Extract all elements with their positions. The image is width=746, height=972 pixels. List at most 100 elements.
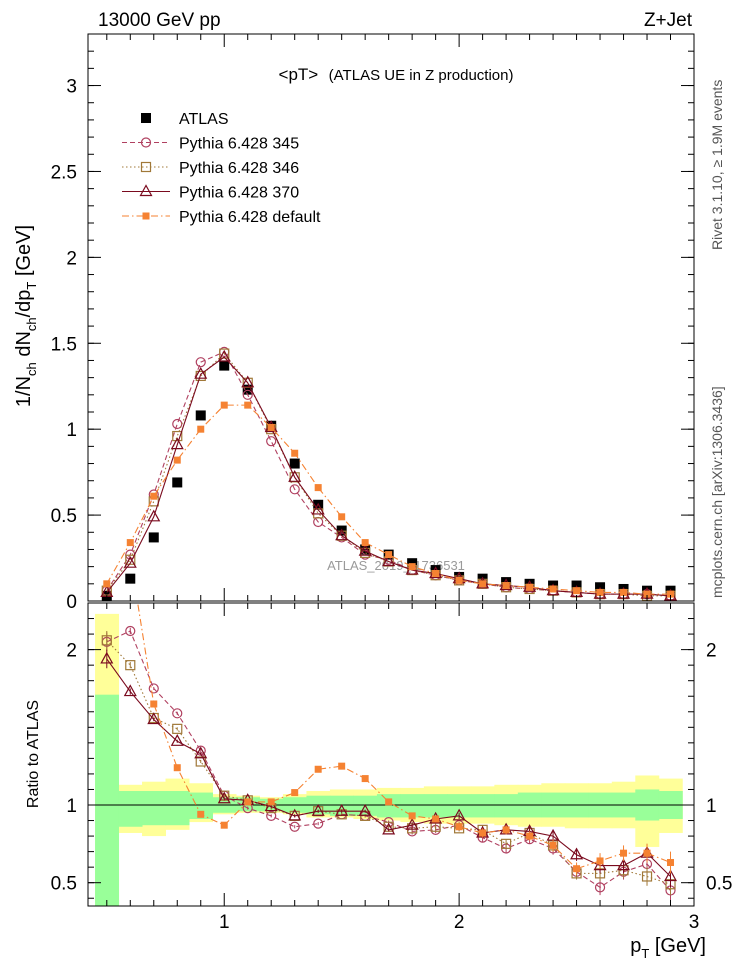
main-series-4-point xyxy=(432,570,440,578)
main-series-4-point xyxy=(361,539,369,547)
ratio-series-2-point xyxy=(382,822,396,835)
watermark: ATLAS_2019_I1736531 xyxy=(327,558,465,573)
main-ylabel-sub3: T xyxy=(24,282,39,290)
ratio-series-0-point xyxy=(289,821,300,832)
ratio-series-2-point xyxy=(617,858,631,871)
ratio-series-3-point xyxy=(267,798,275,806)
main-title: <pT> (ATLAS UE in Z production) xyxy=(279,65,514,84)
main-ylabel-sub1: ch xyxy=(24,362,39,376)
ratio-series-0-point xyxy=(266,810,277,821)
ratio-series-2-point xyxy=(452,808,466,821)
ratio-series-3-point xyxy=(455,823,463,831)
ratio-plot-area xyxy=(88,603,694,906)
main-series-0-point xyxy=(125,573,136,584)
main-series-4-point xyxy=(338,513,346,521)
ratio-band-stat xyxy=(118,791,143,827)
main-series-1-line xyxy=(106,351,671,597)
ratio-series-2-point xyxy=(170,734,184,746)
legend-item-0: ATLAS xyxy=(141,111,229,128)
ratio-band-stat xyxy=(423,794,448,818)
main-ylabel-unit: [GeV] xyxy=(13,225,35,282)
main-series-0-point xyxy=(242,384,253,395)
main-series-0-point xyxy=(148,532,159,543)
ratio-series-3-point xyxy=(620,849,628,857)
main-series-4-point xyxy=(455,576,463,584)
main-series-4-point xyxy=(549,585,557,593)
main-panel: ATLAS_2019_I1736531 0 0.5 1 1.5 2 2.5 3 <pT> (… xyxy=(13,33,695,613)
ratio-series-2-point xyxy=(147,712,161,725)
ratio-series-3-point xyxy=(667,858,675,866)
ratio-series-3-point xyxy=(220,821,228,829)
ratio-ytick-label: 0.5 xyxy=(51,874,77,895)
main-series-3-point xyxy=(241,375,255,388)
main-series-0-point xyxy=(172,477,183,488)
ratio-band-stat xyxy=(447,794,472,818)
ratio-series-0-point xyxy=(125,625,136,637)
main-series-3-point xyxy=(382,554,396,567)
header-right: Z+Jet xyxy=(644,10,693,31)
main-series-1-point xyxy=(195,357,206,368)
main-series-3-point xyxy=(358,543,372,556)
ratio-band-stat xyxy=(165,791,190,826)
ratio-series-1-line xyxy=(106,639,671,885)
ratio-series-2-point xyxy=(311,803,325,816)
main-series-0-point xyxy=(219,360,230,371)
main-series-4-point xyxy=(667,590,675,598)
ratio-series-3-point xyxy=(549,841,557,849)
ratio-ytick-label-right: 2 xyxy=(706,641,717,662)
main-ylabel: 1/Nch dNch/dpT [GeV] xyxy=(13,225,39,407)
legend-marker xyxy=(139,184,153,197)
ratio-ytick-label-right: 1 xyxy=(706,796,717,817)
main-series-4-point xyxy=(150,492,158,500)
ratio-xtick-label: 3 xyxy=(689,912,700,933)
ratio-frame xyxy=(87,602,695,907)
ratio-series-1-point xyxy=(172,723,183,734)
main-ytick-label: 1 xyxy=(66,420,77,441)
ratio-band-stat xyxy=(189,792,213,819)
main-series-4-point xyxy=(479,580,487,588)
mcplots-label: mcplots.cern.ch [arXiv:1306.3436] xyxy=(709,386,725,598)
ratio-xlabel-main: p xyxy=(630,935,641,957)
main-series-4-point xyxy=(643,590,651,598)
ratio-series-0-point xyxy=(313,818,324,829)
ratio-series-2-point xyxy=(663,869,678,882)
ratio-series-3-point xyxy=(643,849,651,857)
ratio-series-3-point xyxy=(502,826,510,834)
main-series-4-point xyxy=(197,425,205,433)
ratio-series-3-point xyxy=(338,762,346,770)
ratio-series-0-point xyxy=(594,882,606,893)
ratio-series-3 xyxy=(137,603,675,875)
legend-item-4: Pythia 6.428 default xyxy=(122,209,321,226)
ratio-series-3-point xyxy=(385,798,393,806)
legend-label: Pythia 6.428 370 xyxy=(179,185,299,202)
ratio-series-2-point xyxy=(335,803,349,816)
ratio-xtick-label: 1 xyxy=(219,912,230,933)
ratio-ytick-label-right: 0.5 xyxy=(706,874,732,895)
ratio-series-0-point xyxy=(148,683,159,694)
ratio-series-3-point xyxy=(479,829,487,837)
legend-item-2: Pythia 6.428 346 xyxy=(122,160,299,177)
ratio-series-1 xyxy=(101,630,676,896)
main-series-4-point xyxy=(408,563,416,571)
main-series-0-point xyxy=(289,458,300,469)
main-series-2-point xyxy=(219,348,230,359)
main-series-3-point xyxy=(147,509,161,522)
main-series-3-point xyxy=(311,502,325,515)
ratio-xtick-label: 2 xyxy=(454,912,465,933)
ratio-band-stat xyxy=(142,791,167,826)
ratio-series-3-point xyxy=(526,832,534,840)
main-ytick-label: 1.5 xyxy=(51,334,77,355)
ratio-band-stat xyxy=(95,694,120,906)
ratio-band-stat xyxy=(376,794,401,818)
main-series-3-point xyxy=(170,437,184,450)
ratio-series-3-point xyxy=(173,764,181,772)
main-series-4-point xyxy=(385,551,393,559)
ratio-xlabel: pT [GeV] xyxy=(630,935,706,961)
ratio-band-stat xyxy=(494,794,519,818)
main-series-3-point xyxy=(123,555,137,568)
ratio-xlabel-unit: [GeV] xyxy=(649,935,706,957)
main-series-4-point xyxy=(103,580,111,588)
legend-marker xyxy=(140,161,152,173)
main-series-1-point xyxy=(242,389,253,400)
main-series-4-point xyxy=(573,587,581,595)
